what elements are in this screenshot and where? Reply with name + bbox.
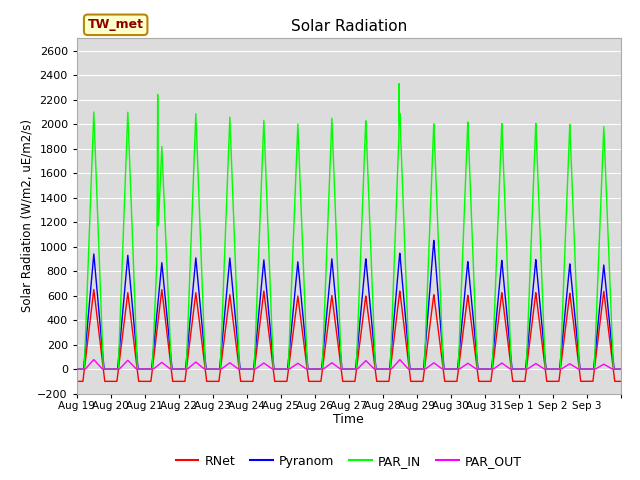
Legend: RNet, Pyranom, PAR_IN, PAR_OUT: RNet, Pyranom, PAR_IN, PAR_OUT: [171, 450, 527, 473]
Y-axis label: Solar Radiation (W/m2, uE/m2/s): Solar Radiation (W/m2, uE/m2/s): [20, 120, 33, 312]
Text: TW_met: TW_met: [88, 18, 144, 31]
X-axis label: Time: Time: [333, 413, 364, 426]
Title: Solar Radiation: Solar Radiation: [291, 20, 407, 35]
